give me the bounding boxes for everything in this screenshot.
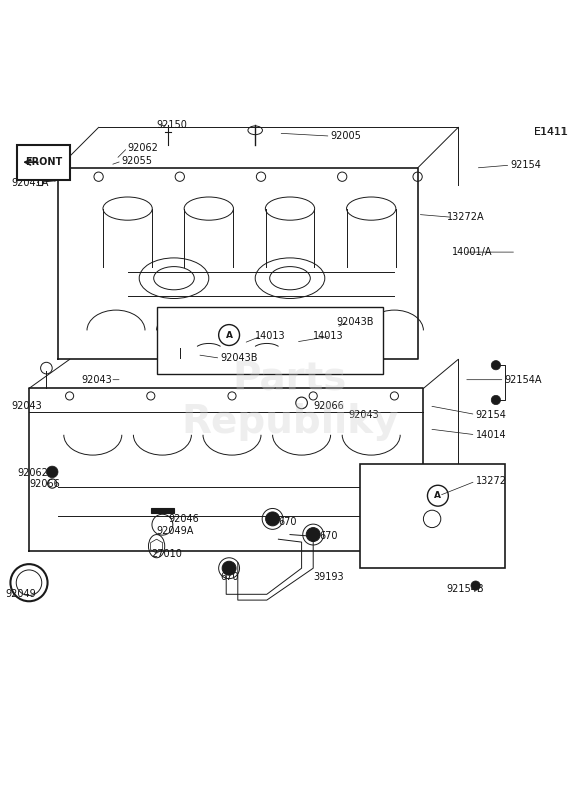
Text: 670: 670 — [278, 517, 297, 527]
Circle shape — [491, 395, 501, 405]
Text: 92062A: 92062A — [17, 467, 55, 478]
Text: 92055: 92055 — [122, 156, 153, 166]
Bar — [151, 509, 174, 513]
Text: 13272: 13272 — [476, 476, 506, 486]
Text: 92043B: 92043B — [220, 354, 258, 363]
Text: 92043B: 92043B — [336, 317, 374, 326]
Text: 92154B: 92154B — [447, 583, 484, 594]
Bar — [38, 176, 42, 186]
Text: 14013: 14013 — [313, 331, 344, 341]
Text: 92154: 92154 — [510, 160, 541, 170]
Circle shape — [222, 562, 236, 575]
Bar — [157, 307, 383, 374]
Text: 92043: 92043 — [12, 401, 42, 411]
Text: 92043A: 92043A — [12, 178, 49, 187]
Text: 14014: 14014 — [476, 430, 506, 440]
Text: Parts
Republiky: Parts Republiky — [182, 359, 398, 441]
Text: 670: 670 — [319, 531, 338, 542]
Text: 92049: 92049 — [6, 590, 37, 599]
Text: A: A — [226, 330, 233, 339]
Circle shape — [491, 361, 501, 370]
Text: E1411: E1411 — [534, 127, 569, 138]
Text: 14013: 14013 — [255, 331, 286, 341]
Text: E1411: E1411 — [534, 127, 567, 138]
Text: 92150: 92150 — [157, 119, 187, 130]
Circle shape — [471, 581, 480, 590]
FancyBboxPatch shape — [17, 145, 70, 180]
Text: 27010: 27010 — [151, 549, 182, 558]
Text: 92043: 92043 — [81, 374, 112, 385]
Circle shape — [306, 528, 320, 542]
Text: 92046: 92046 — [168, 514, 199, 524]
Text: A: A — [434, 491, 441, 500]
Text: 92066: 92066 — [313, 401, 344, 411]
Text: 13272A: 13272A — [447, 212, 484, 222]
Text: 92043: 92043 — [348, 410, 379, 419]
Text: 92049A: 92049A — [157, 526, 194, 535]
Text: 670: 670 — [220, 572, 239, 582]
Text: 92005: 92005 — [331, 131, 361, 141]
Text: 92154: 92154 — [476, 410, 506, 419]
Text: 39193: 39193 — [313, 572, 344, 582]
Text: 92154A: 92154A — [505, 374, 542, 385]
Text: 14001/A: 14001/A — [452, 247, 493, 257]
Bar — [360, 464, 505, 568]
Text: 92066: 92066 — [29, 478, 60, 489]
Circle shape — [266, 512, 280, 526]
Text: 92062: 92062 — [128, 142, 158, 153]
Text: FRONT: FRONT — [25, 157, 62, 167]
Circle shape — [46, 466, 58, 478]
